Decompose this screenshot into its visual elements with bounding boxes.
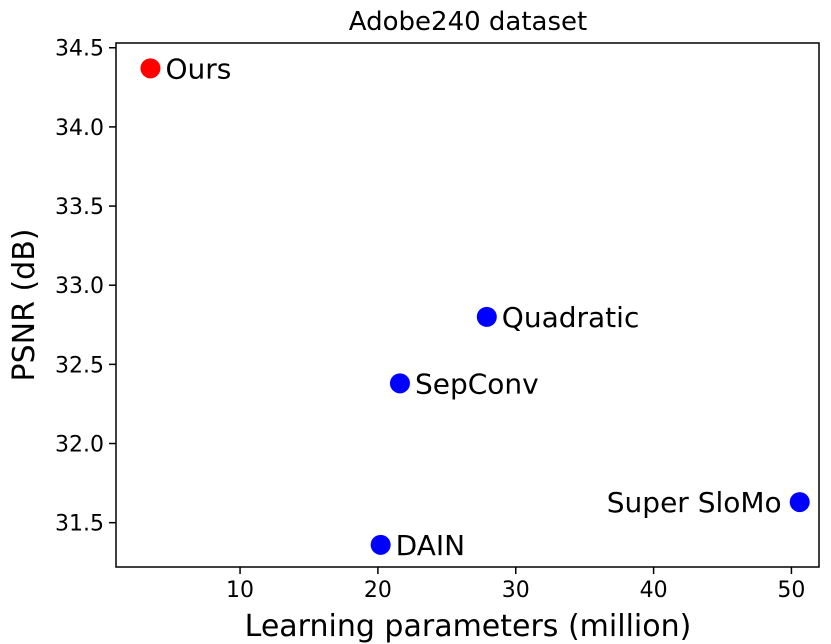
x-tick-label: 20	[364, 578, 392, 603]
x-axis: 10 20 30 40 50	[226, 567, 805, 603]
data-point-label: Quadratic	[502, 301, 640, 334]
data-points: Ours Quadratic SepConv Super SloMo DAIN	[140, 52, 810, 562]
y-axis: 31.5 32.0 32.5 33.0 33.5 34.0 34.5	[55, 37, 116, 537]
y-tick-label: 33.0	[55, 274, 104, 299]
data-point-label: DAIN	[396, 529, 465, 562]
data-point	[789, 492, 810, 513]
data-point-label: Ours	[165, 52, 231, 85]
y-tick-label: 32.5	[55, 353, 104, 378]
x-tick-label: 30	[502, 578, 530, 603]
data-point	[389, 373, 410, 394]
y-axis-label: PSNR (dB)	[7, 229, 42, 382]
y-tick-label: 32.0	[55, 433, 104, 458]
chart-title: Adobe240 dataset	[349, 7, 587, 37]
x-tick-label: 50	[777, 578, 805, 603]
y-tick-label: 33.5	[55, 195, 104, 220]
x-tick-label: 40	[640, 578, 668, 603]
y-tick-label: 31.5	[55, 512, 104, 537]
x-axis-label: Learning parameters (million)	[245, 609, 692, 644]
data-point	[370, 534, 391, 555]
data-point-label: SepConv	[415, 367, 539, 400]
x-tick-label: 10	[226, 578, 254, 603]
data-point	[140, 58, 161, 79]
y-tick-label: 34.0	[55, 116, 104, 141]
data-point	[476, 306, 497, 327]
y-tick-label: 34.5	[55, 37, 104, 62]
plot-area-frame	[115, 42, 820, 568]
data-point-label: Super SloMo	[607, 486, 782, 519]
